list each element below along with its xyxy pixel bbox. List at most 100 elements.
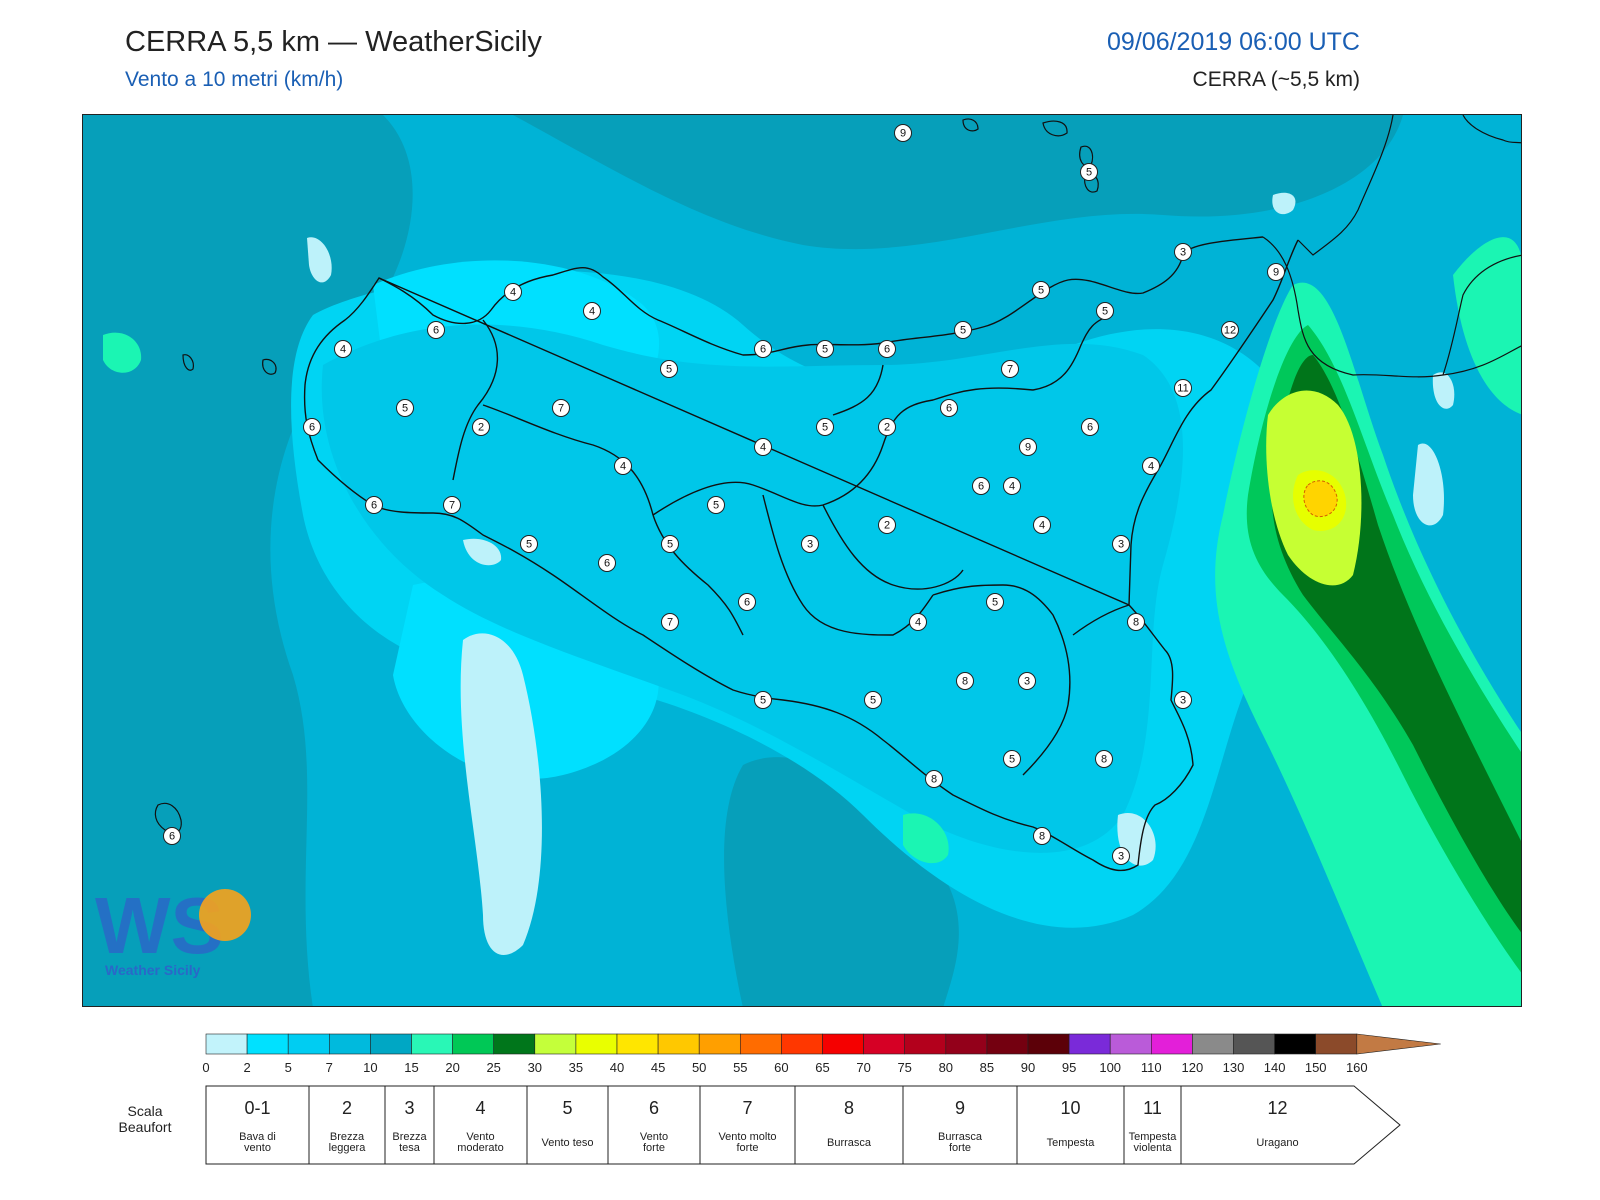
station-marker: 7 [1001,360,1019,378]
station-marker: 5 [396,399,414,417]
station-marker: 3 [1018,672,1036,690]
station-value: 4 [1009,481,1015,493]
station-marker: 2 [878,418,896,436]
colorbar-tick: 20 [445,1060,459,1075]
station-marker: 5 [954,321,972,339]
station-value: 6 [884,344,890,356]
station-value: 8 [962,676,968,688]
station-marker: 5 [816,340,834,358]
beaufort-number: 9 [955,1098,965,1118]
station-value: 9 [1025,442,1031,454]
colorbar-tick: 5 [285,1060,292,1075]
colorbar-swatch [1027,1033,1070,1055]
station-marker: 4 [1142,457,1160,475]
station-value: 5 [1102,306,1108,318]
colorbar-tick: 150 [1305,1060,1327,1075]
station-value: 8 [1039,831,1045,843]
station-marker: 4 [1033,516,1051,534]
beaufort-name: Burrasca [827,1137,872,1149]
station-value: 4 [589,306,595,318]
beaufort-number: 5 [562,1098,572,1118]
beaufort-number: 12 [1267,1098,1287,1118]
station-marker: 8 [1127,613,1145,631]
station-marker: 3 [1174,691,1192,709]
station-marker: 4 [504,283,522,301]
station-marker: 4 [334,340,352,358]
station-value: 5 [1038,285,1044,297]
station-value: 3 [1024,676,1030,688]
colorbar-tick: 55 [733,1060,747,1075]
station-value: 9 [1273,267,1279,279]
colorbar-tick: 120 [1182,1060,1204,1075]
station-marker: 2 [878,516,896,534]
station-marker: 9 [894,124,912,142]
beaufort-name: Vento molto [718,1131,776,1143]
colorbar-tick: 65 [815,1060,829,1075]
beaufort-name: forte [643,1142,665,1154]
colorbar-tick: 70 [856,1060,870,1075]
station-value: 4 [915,617,921,629]
station-marker: 6 [365,496,383,514]
colorbar-tick: 75 [897,1060,911,1075]
beaufort-number: 4 [475,1098,485,1118]
colorbar-swatch [1151,1033,1193,1055]
colorbar-tick: 35 [569,1060,583,1075]
station-marker: 6 [972,477,990,495]
station-value: 6 [433,325,439,337]
station-value: 8 [1101,754,1107,766]
logo-text: Weather Sicily [105,962,201,978]
station-value: 2 [884,520,890,532]
station-marker: 8 [1095,750,1113,768]
station-marker: 8 [956,672,974,690]
station-value: 3 [1180,247,1186,259]
station-marker: 5 [754,691,772,709]
colorbar-swatch [904,1033,947,1055]
colorbar-swatch [945,1033,988,1055]
station-marker: 6 [163,827,181,845]
station-value: 5 [822,422,828,434]
colorbar-swatch [1274,1033,1316,1055]
station-value: 6 [1087,422,1093,434]
station-marker: 4 [583,302,601,320]
station-value: 5 [960,325,966,337]
station-value: 2 [478,422,484,434]
station-marker: 6 [598,554,616,572]
station-marker: 7 [443,496,461,514]
station-value: 8 [931,774,937,786]
station-marker: 6 [940,399,958,417]
station-marker: 7 [552,399,570,417]
colorbar-swatch [452,1033,495,1055]
station-value: 5 [822,344,828,356]
station-marker: 5 [660,360,678,378]
colorbar-swatch [781,1033,823,1055]
colorbar-swatch [1109,1033,1152,1055]
station-value: 5 [667,539,673,551]
beaufort-name: forte [736,1142,758,1154]
station-marker: 6 [754,340,772,358]
beaufort-name: Bava di [239,1131,276,1143]
beaufort-name: Tempesta [1129,1131,1178,1143]
station-value: 6 [169,831,175,843]
station-value: 6 [978,481,984,493]
beaufort-name: Brezza [392,1131,427,1143]
station-marker: 12 [1221,321,1239,339]
station-marker: 5 [1080,163,1098,181]
station-marker: 5 [816,418,834,436]
station-markers: 9 5 3 9 12 11 5 5 4 4 6 4 5 6 5 6 5 7 5 7 4 5 6 2 6 4 2 9 6 4 6 7 5 4 6 5 3 2… [163,124,1285,865]
beaufort-number: 3 [404,1098,414,1118]
colorbar-tick: 60 [774,1060,788,1075]
station-value: 4 [1148,461,1154,473]
station-value: 6 [309,422,315,434]
station-marker: 5 [1032,281,1050,299]
beaufort-label-1: Scala [127,1103,162,1119]
station-value: 4 [1039,520,1045,532]
beaufort-name: Uragano [1256,1137,1298,1149]
beaufort-name: Tempesta [1047,1137,1096,1149]
colorbar-tick: 50 [692,1060,706,1075]
colorbar-swatch [287,1033,330,1055]
station-marker: 3 [1112,535,1130,553]
colorbar-tick: 25 [486,1060,500,1075]
station-marker: 5 [986,593,1004,611]
station-value: 3 [1118,539,1124,551]
wind-field: 9 5 3 9 12 11 5 5 4 4 6 4 5 6 5 6 5 7 5 7 4 5 6 2 6 4 2 9 6 4 6 7 5 4 6 5 3 2… [83,115,1521,1006]
